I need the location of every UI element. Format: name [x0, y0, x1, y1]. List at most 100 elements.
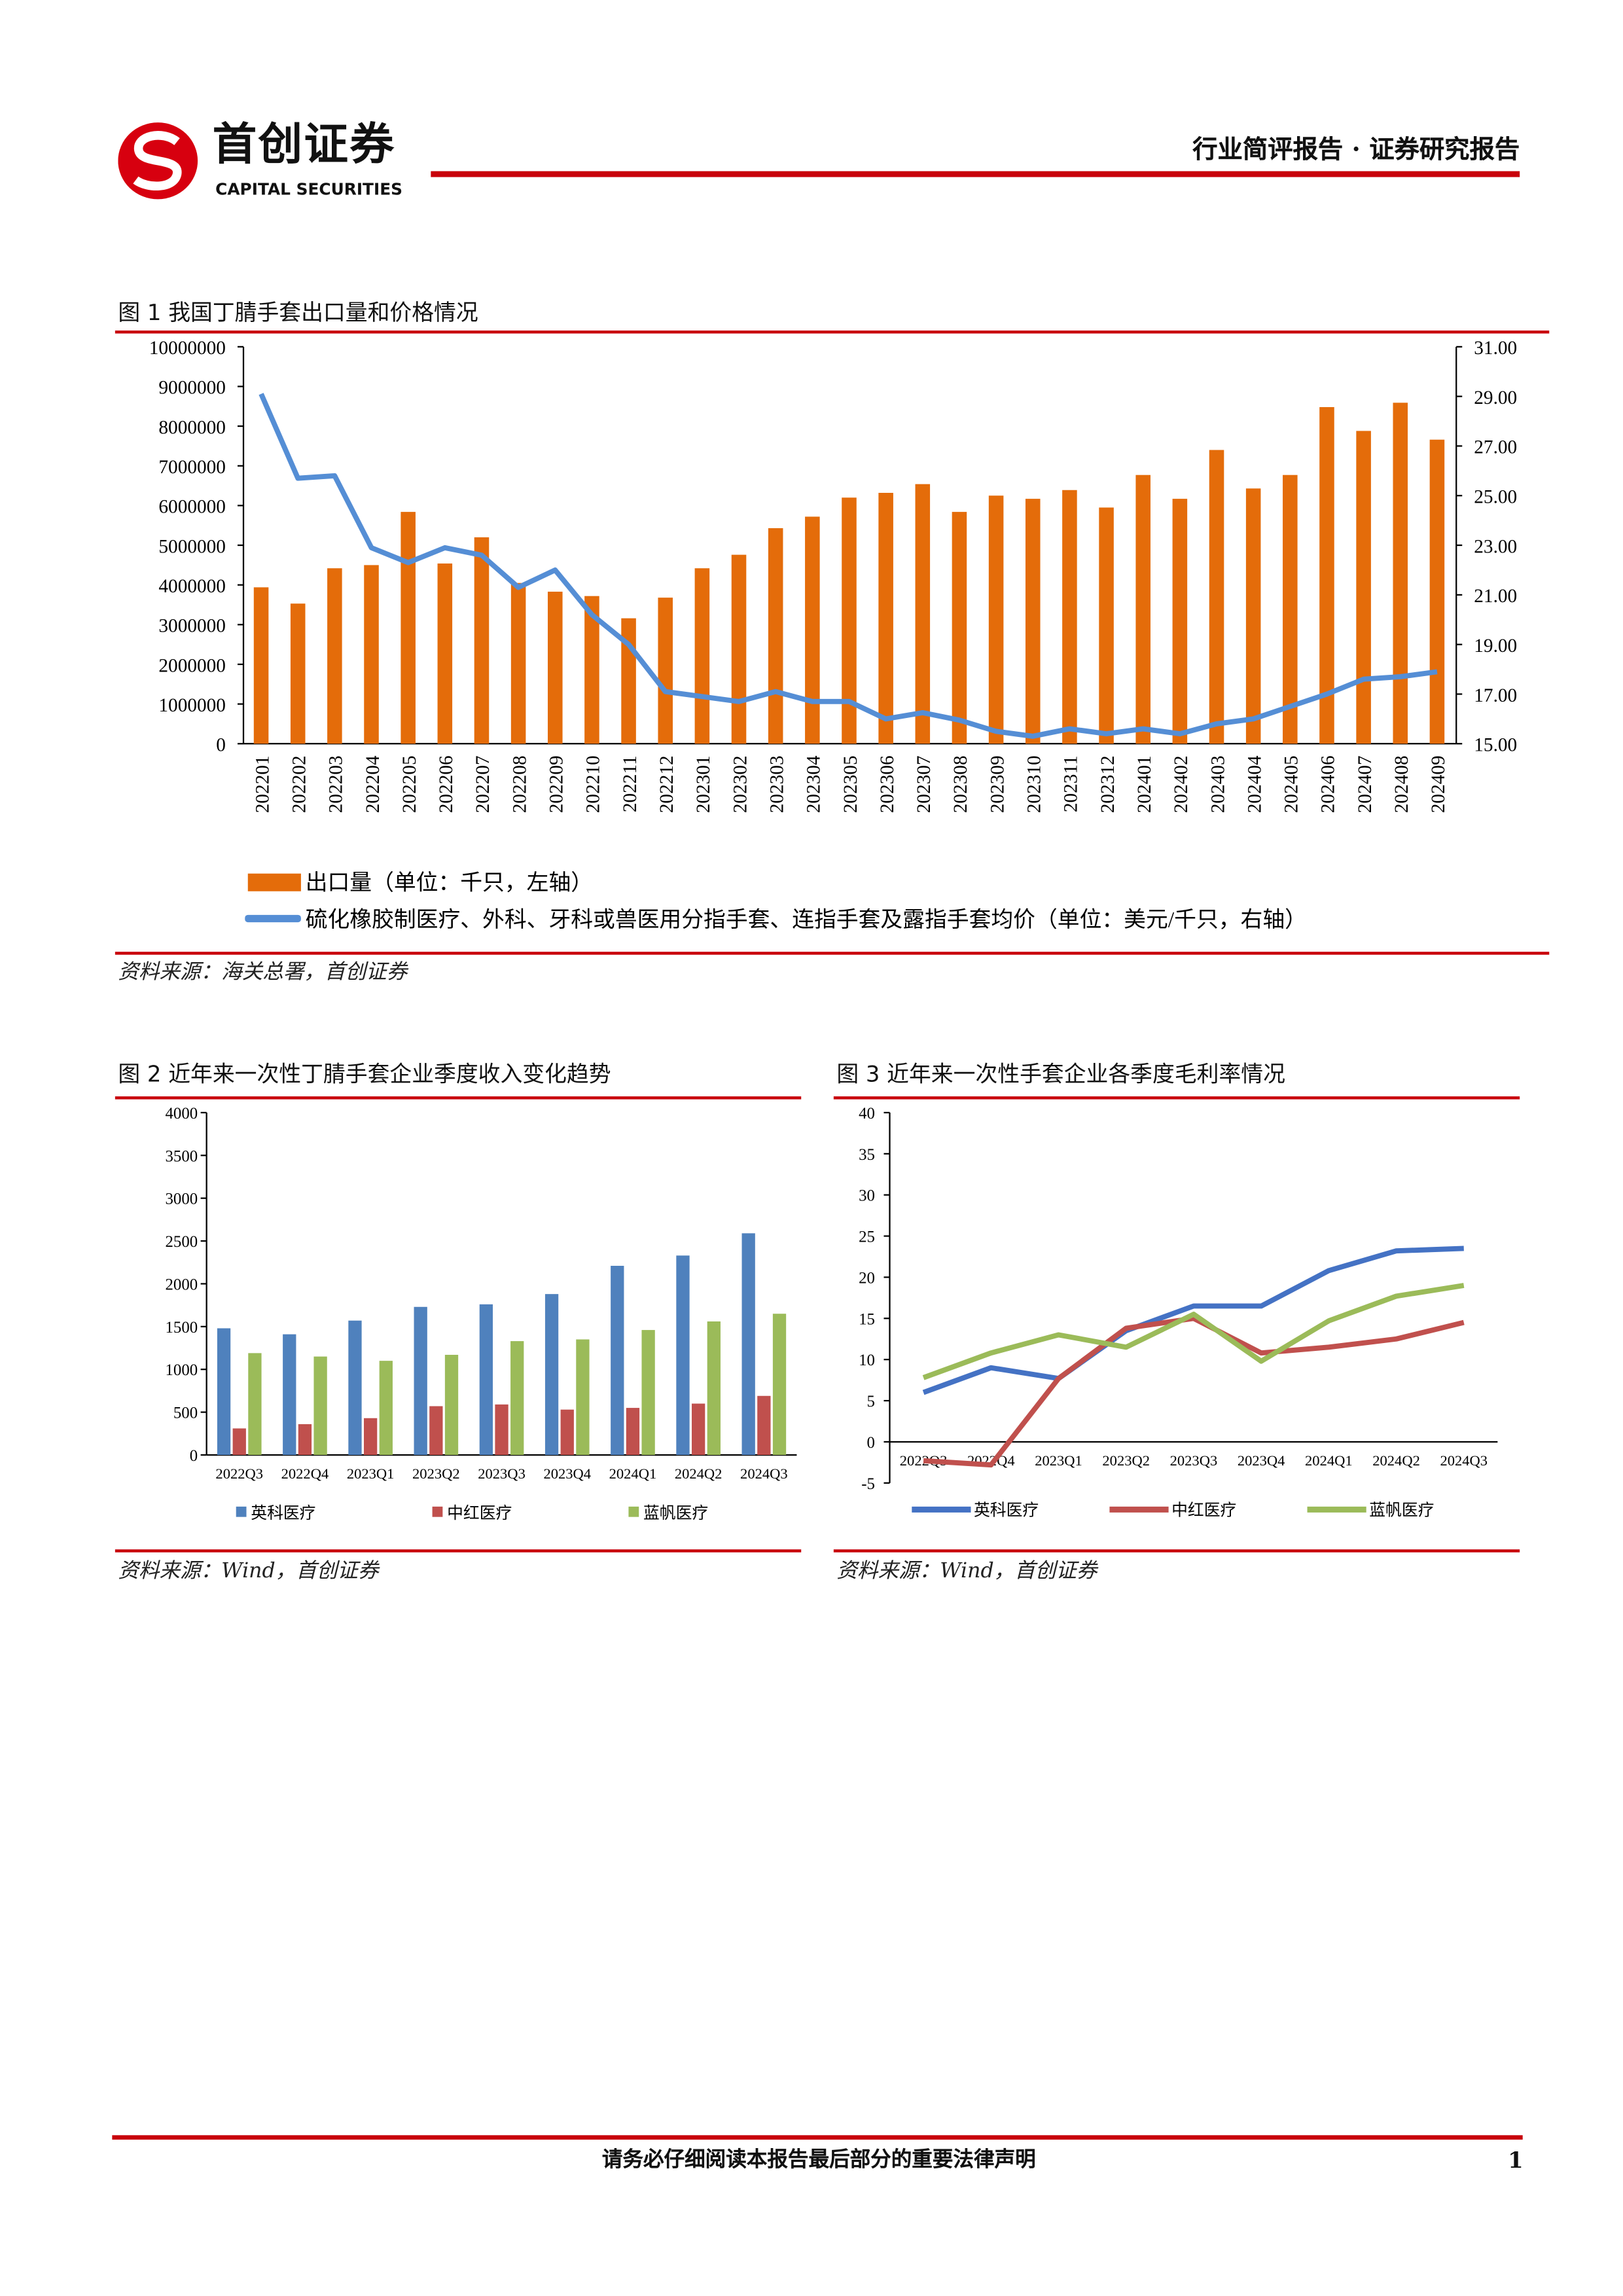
- fig2-bar: [495, 1404, 508, 1455]
- fig2-legend-label: 蓝帆医疗: [643, 1504, 708, 1522]
- fig2-bar: [544, 1294, 559, 1455]
- legend-swatch-line: [245, 914, 301, 923]
- figure2-caption: 图 2 近年来一次性丁腈手套企业季度收入变化趋势: [118, 1061, 611, 1088]
- bar-export-volume: [290, 603, 306, 744]
- fig3-line: [922, 1283, 1465, 1380]
- fig2-bar: [707, 1321, 721, 1455]
- bar-export-volume: [1209, 450, 1224, 744]
- left-tick-label: 1000000: [158, 695, 226, 716]
- left-tick-label: 8000000: [158, 417, 226, 438]
- fig2-bar: [676, 1255, 690, 1455]
- fig2-bar: [313, 1356, 327, 1455]
- fig3-legend-label: 中红医疗: [1171, 1501, 1236, 1519]
- bar-export-volume: [437, 563, 453, 744]
- bar-export-volume: [988, 495, 1004, 744]
- bar-export-volume: [1319, 407, 1334, 744]
- left-tick-label: 7000000: [158, 457, 226, 478]
- bar-export-volume: [327, 568, 342, 744]
- fig2-bar: [757, 1395, 771, 1455]
- bar-export-volume: [510, 583, 526, 744]
- fig2-bar: [772, 1314, 787, 1455]
- fig2-x-tick-label: 2023Q2: [412, 1465, 460, 1482]
- right-tick-label: 25.00: [1474, 487, 1517, 508]
- bar-export-volume: [1099, 507, 1114, 744]
- bar-export-volume: [915, 484, 931, 744]
- left-tick-label: 10000000: [149, 338, 226, 359]
- x-tick-label: 202309: [987, 755, 1008, 813]
- fig2-y-tick-label: 1500: [166, 1319, 198, 1336]
- x-tick-label: 202209: [546, 755, 567, 813]
- left-tick-label: 3000000: [158, 616, 226, 637]
- figure2-top-rule: [115, 1096, 802, 1100]
- line-average-price: [259, 393, 1438, 739]
- bar-export-volume: [842, 497, 857, 744]
- figure3-source: 资料来源：Wind，首创证券: [836, 1560, 1097, 1584]
- figure1-caption: 图 1 我国丁腈手套出口量和价格情况: [118, 299, 478, 327]
- bar-export-volume: [584, 596, 599, 744]
- x-tick-label: 202311: [1061, 755, 1082, 812]
- fig2-bar: [217, 1328, 231, 1455]
- bar-export-volume: [1393, 403, 1408, 744]
- x-tick-label: 202308: [950, 755, 971, 813]
- x-tick-label: 202302: [730, 755, 751, 813]
- x-tick-label: 202211: [620, 755, 641, 812]
- legend-label-price: 硫化橡胶制医疗、外科、牙科或兽医用分指手套、连指手套及露指手套均价（单位：美元/…: [306, 907, 1307, 932]
- fig2-y-tick-label: 2500: [166, 1233, 198, 1251]
- fig2-x-tick-label: 2023Q3: [478, 1465, 526, 1482]
- fig3-line: [923, 1316, 1465, 1468]
- fig2-bar: [626, 1408, 640, 1455]
- figure2-3-charts: 0 500 1000 1500 2000 2500 3000 3500 4000 2022Q3 20…: [166, 1105, 1498, 1522]
- fig2-y-tick-label: 3000: [166, 1191, 198, 1208]
- x-tick-label: 202406: [1318, 755, 1339, 813]
- figure2-bottom-rule: [115, 1549, 802, 1552]
- fig2-legend-swatch: [432, 1506, 443, 1517]
- right-tick-label: 29.00: [1474, 387, 1517, 408]
- right-tick-label: 21.00: [1474, 586, 1517, 607]
- fig2-bar: [641, 1330, 655, 1455]
- fig3-y-tick-label: 30: [859, 1187, 875, 1205]
- fig2-bar: [363, 1418, 378, 1455]
- x-tick-label: 202208: [509, 755, 530, 813]
- bar-export-volume: [1283, 475, 1298, 744]
- bar-export-volume: [1172, 499, 1188, 744]
- fig3-x-tick-label: 2023Q2: [1102, 1452, 1150, 1469]
- x-tick-label: 202207: [473, 755, 493, 813]
- fig2-x-tick-label: 2023Q4: [543, 1465, 591, 1482]
- fig3-y-tick-label: 25: [859, 1229, 875, 1246]
- figure1-source: 资料来源：海关总署，首创证券: [118, 960, 408, 984]
- fig2-bar: [576, 1339, 590, 1455]
- fig3-legend-swatch: [1307, 1506, 1366, 1513]
- bar-export-volume: [878, 493, 893, 744]
- footer-disclaimer: 请务必仔细阅读本报告最后部分的重要法律声明: [601, 2148, 1036, 2172]
- left-tick-label: 5000000: [158, 536, 226, 557]
- left-tick-label: 6000000: [158, 497, 226, 518]
- fig3-line: [922, 1246, 1464, 1395]
- fig2-y-tick-label: 2000: [166, 1276, 198, 1293]
- fig3-legend-swatch: [912, 1506, 971, 1513]
- fig2-bar: [283, 1334, 296, 1455]
- left-tick-label: 9000000: [158, 378, 226, 399]
- fig3-legend-swatch: [1109, 1506, 1169, 1513]
- fig2-bar: [414, 1306, 427, 1455]
- x-tick-label: 202307: [914, 755, 935, 813]
- fig2-bar: [429, 1406, 443, 1455]
- figure1-bottom-rule: [115, 952, 1550, 955]
- bar-export-volume: [401, 512, 416, 744]
- fig2-bar: [510, 1341, 524, 1455]
- fig2-bar: [560, 1409, 574, 1455]
- left-tick-label: 4000000: [158, 576, 226, 597]
- right-tick-label: 31.00: [1474, 338, 1517, 359]
- fig2-y-tick-label: 4000: [166, 1105, 198, 1122]
- fig2-y-tick-label: 3500: [166, 1147, 198, 1165]
- fig2-bar: [611, 1265, 624, 1455]
- logo-en: CAPITAL SECURITIES: [215, 180, 402, 200]
- fig2-bar: [479, 1304, 493, 1455]
- x-tick-label: 202401: [1134, 755, 1155, 813]
- x-tick-label: 202409: [1428, 755, 1449, 813]
- fig3-y-tick-label: 35: [859, 1146, 875, 1164]
- x-tick-label: 202303: [766, 755, 787, 813]
- fig2-legend-swatch: [236, 1506, 247, 1517]
- fig2-y-tick-label: 1000: [166, 1361, 198, 1379]
- legend-label-volume: 出口量（单位：千只，左轴）: [306, 870, 593, 895]
